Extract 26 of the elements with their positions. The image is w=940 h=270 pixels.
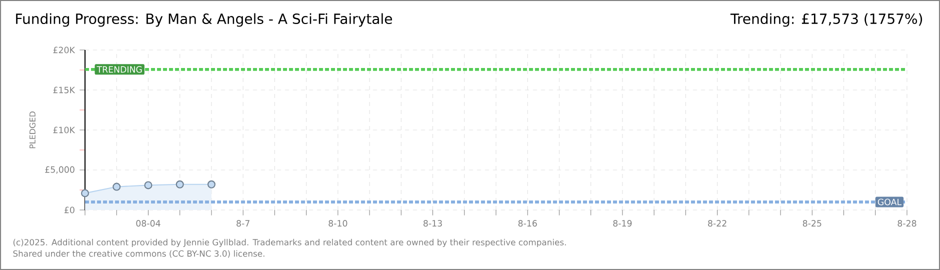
chart-subtitle: Trending: £17,573 (1757%) xyxy=(730,13,922,27)
y-tick-label: £10K xyxy=(53,126,76,134)
y-tick-label: £20K xyxy=(53,46,76,54)
x-tick-label: 8-25 xyxy=(802,220,822,227)
x-tick-label: 8-22 xyxy=(708,220,726,227)
x-tick-label: 08-04 xyxy=(136,220,160,227)
point xyxy=(81,189,90,198)
x-tick-label: 8-7 xyxy=(236,220,250,227)
y-tick-label: £0 xyxy=(64,206,74,214)
point xyxy=(144,181,152,190)
x-tick-label: 8-13 xyxy=(424,220,442,227)
x-tick-label: 8-28 xyxy=(898,220,916,227)
x-tick-label: 8-16 xyxy=(518,220,537,227)
text: Shared under the creative commons (CC BY-NC 3.0) license. xyxy=(13,250,264,258)
point xyxy=(207,180,216,188)
x-tick-label: 8-19 xyxy=(613,220,632,227)
ref-line-label: GOAL xyxy=(878,198,902,206)
point xyxy=(112,182,121,191)
ref-line-label: TRENDING xyxy=(96,66,142,73)
x-tick-label: 8-10 xyxy=(328,220,348,227)
chart-title: Funding Progress: By Man & Angels - A Sci-Fi Fairytale xyxy=(16,13,392,27)
y-tick-label: £5,000 xyxy=(45,166,74,174)
point xyxy=(176,180,184,188)
text: (c)2025. Additional content provided by Jennie Gyllblad. Trademarks and related content are owned by their respective companies. xyxy=(13,238,566,248)
y-tick-label: £15K xyxy=(53,86,76,94)
y-axis-title: PLEDGED xyxy=(29,112,36,148)
